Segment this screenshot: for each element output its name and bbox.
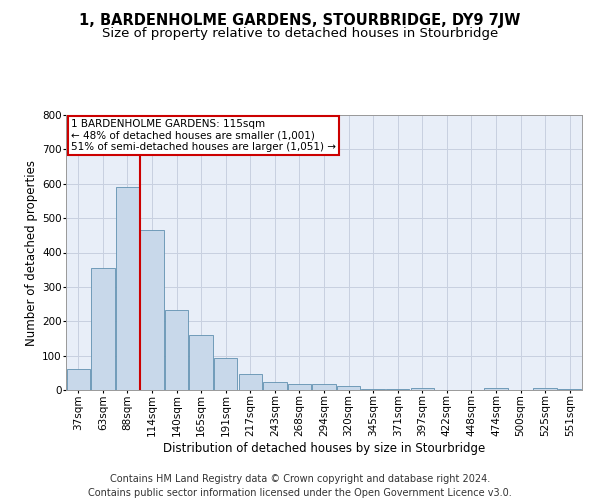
Text: 1 BARDENHOLME GARDENS: 115sqm
← 48% of detached houses are smaller (1,001)
51% o: 1 BARDENHOLME GARDENS: 115sqm ← 48% of d…: [71, 119, 336, 152]
Bar: [140, 230, 164, 390]
Bar: [91, 268, 115, 390]
Bar: [410, 388, 434, 390]
Y-axis label: Number of detached properties: Number of detached properties: [25, 160, 38, 346]
Bar: [313, 384, 335, 390]
Bar: [165, 310, 188, 390]
Bar: [558, 389, 581, 390]
Bar: [533, 388, 557, 390]
Text: 1, BARDENHOLME GARDENS, STOURBRIDGE, DY9 7JW: 1, BARDENHOLME GARDENS, STOURBRIDGE, DY9…: [79, 12, 521, 28]
Bar: [214, 358, 238, 390]
Bar: [190, 335, 213, 390]
Bar: [263, 382, 287, 390]
X-axis label: Distribution of detached houses by size in Stourbridge: Distribution of detached houses by size …: [163, 442, 485, 455]
Bar: [484, 388, 508, 390]
Bar: [67, 370, 90, 390]
Bar: [288, 384, 311, 390]
Bar: [239, 374, 262, 390]
Bar: [337, 386, 360, 390]
Text: Contains HM Land Registry data © Crown copyright and database right 2024.
Contai: Contains HM Land Registry data © Crown c…: [88, 474, 512, 498]
Text: Size of property relative to detached houses in Stourbridge: Size of property relative to detached ho…: [102, 28, 498, 40]
Bar: [116, 187, 139, 390]
